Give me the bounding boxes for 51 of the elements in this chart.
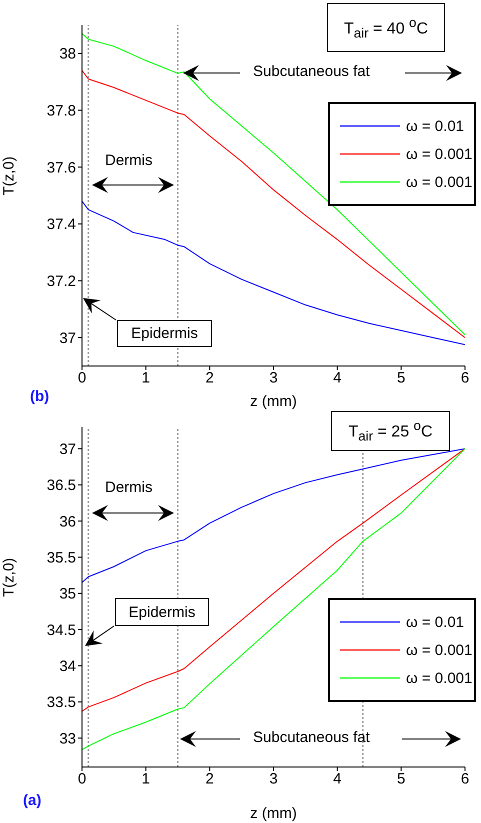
y-tick-label: 37.2: [46, 273, 76, 290]
annotation: T$_{air}$ = 25 $^{o}$C: [348, 418, 433, 444]
y-tick-label: 37.6: [46, 159, 76, 176]
y-tick-label: 35.5: [46, 550, 76, 567]
legend-label: ω = 0.001: [406, 174, 472, 190]
annotation: Dermis: [105, 152, 152, 169]
x-tick-label: 4: [333, 370, 342, 387]
legend-label: ω = 0.001: [406, 642, 472, 658]
y-axis-title: T(z,0): [0, 558, 18, 597]
x-tick-label: 3: [269, 770, 278, 788]
x-axis-title: z (mm): [250, 805, 297, 822]
line-series: [82, 448, 465, 584]
y-tick-label: 34.5: [46, 622, 76, 639]
line-series: [82, 200, 465, 346]
x-axis-title: z (mm): [250, 393, 297, 410]
annotation: Epidermis: [128, 604, 196, 620]
y-tick-label: 37: [59, 330, 76, 347]
y-tick-label: 37.8: [46, 102, 76, 120]
x-tick-label: 0: [78, 770, 86, 788]
x-tick-label: 1: [142, 370, 150, 387]
y-tick-label: 33.5: [46, 694, 76, 712]
y-tick-label: 37.4: [46, 216, 76, 234]
y-tick-label: 33: [59, 730, 76, 748]
x-tick-label: 5: [396, 770, 406, 788]
y-tick-label: 38: [59, 46, 76, 63]
x-tick-label: 2: [205, 770, 214, 788]
x-tick-label: 6: [460, 370, 470, 387]
y-tick-label: 37: [59, 441, 76, 458]
x-tick-label: 1: [142, 770, 150, 788]
legend-label: ω = 0.001: [406, 146, 472, 162]
text: (a): [23, 792, 42, 809]
x-tick-label: 3: [269, 370, 278, 387]
legend-label: ω = 0.001: [406, 670, 472, 686]
x-tick-label: 6: [460, 770, 470, 788]
legend-label: ω = 0.01: [406, 118, 464, 134]
annotation: Subcutaneous fat: [253, 729, 370, 746]
y-tick-label: 36: [59, 513, 76, 530]
x-tick-label: 5: [396, 370, 406, 387]
legend-label: ω = 0.01: [406, 614, 464, 630]
y-tick-label: 36.5: [46, 477, 76, 494]
annotation: Epidermis: [131, 325, 198, 342]
y-tick-label: 35: [59, 586, 76, 603]
y-tick-label: 34: [59, 658, 76, 676]
x-tick-label: 0: [78, 370, 86, 387]
annotation: Subcutaneous fat: [253, 63, 370, 80]
annotation: Dermis: [105, 479, 152, 496]
text: (b): [30, 388, 50, 405]
x-tick-label: 2: [205, 370, 214, 387]
x-tick-label: 4: [333, 770, 342, 788]
annotation: T$_{air}$ = 40 $^{o}$C: [344, 14, 428, 40]
y-axis-title: T(z,0): [0, 156, 18, 196]
